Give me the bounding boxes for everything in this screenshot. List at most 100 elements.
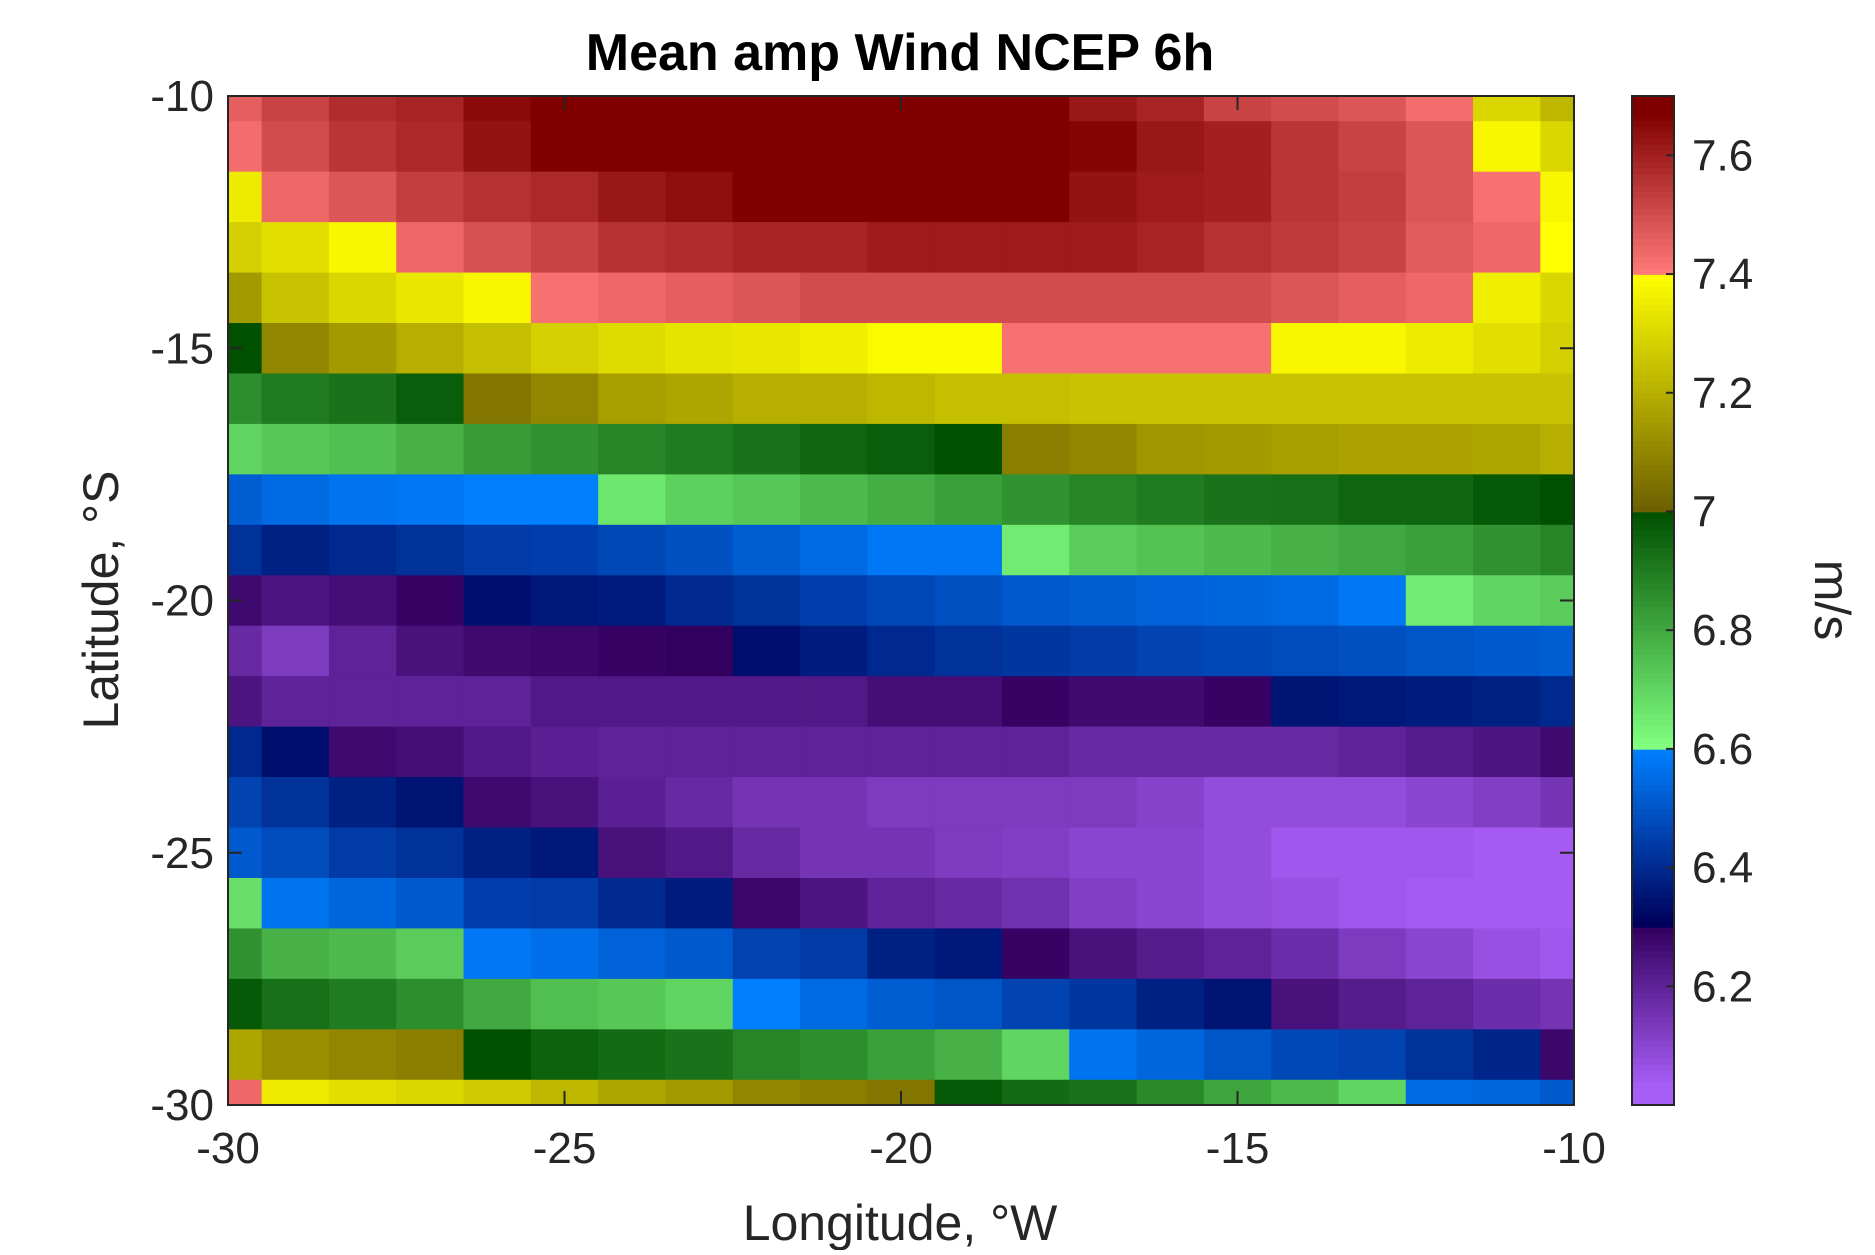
colorbar-segment xyxy=(1632,363,1674,370)
heatmap-cell xyxy=(732,575,801,627)
heatmap-cell xyxy=(1136,373,1205,425)
colorbar-segment xyxy=(1632,357,1674,364)
heatmap-cell xyxy=(463,625,532,677)
heatmap-cell xyxy=(1405,978,1474,1030)
heatmap-cell xyxy=(228,928,263,980)
heatmap-cell xyxy=(1136,524,1205,576)
colorbar-segment xyxy=(1632,274,1674,281)
colorbar-segment xyxy=(1632,481,1674,489)
heatmap-cell xyxy=(328,323,397,375)
heatmap-cell xyxy=(1473,171,1541,223)
heatmap-cell xyxy=(1271,777,1340,829)
heatmap-cell xyxy=(867,323,936,375)
colorbar xyxy=(1631,95,1675,1106)
heatmap-cell xyxy=(396,1079,465,1106)
colorbar-segment xyxy=(1632,238,1674,246)
colorbar-segment xyxy=(1632,244,1674,252)
heatmap-cell xyxy=(261,423,330,475)
heatmap-cell xyxy=(530,726,599,778)
heatmap-cell xyxy=(1338,96,1407,122)
heatmap-cell xyxy=(1203,474,1272,526)
colorbar-segment xyxy=(1632,190,1674,198)
heatmap-cell xyxy=(800,1029,868,1081)
colorbar-segment xyxy=(1632,149,1674,157)
colorbar-segment xyxy=(1632,760,1674,768)
heatmap-cell xyxy=(1405,373,1474,425)
heatmap-cell xyxy=(665,877,734,930)
heatmap-cell xyxy=(867,121,936,173)
heatmap-cell xyxy=(463,272,532,324)
heatmap-cell xyxy=(463,323,532,375)
heatmap-cell xyxy=(1203,423,1272,475)
heatmap-cell xyxy=(732,1079,801,1106)
colorbar-segment xyxy=(1632,642,1674,649)
heatmap-cell xyxy=(463,827,532,879)
colorbar-segment xyxy=(1632,855,1674,863)
colorbar-tick-label: 7.6 xyxy=(1692,131,1753,180)
heatmap-cell xyxy=(1271,726,1340,778)
heatmap-cell xyxy=(665,978,734,1030)
colorbar-segment xyxy=(1632,938,1674,946)
heatmap-cell xyxy=(530,373,599,425)
heatmap-cell xyxy=(598,1029,667,1081)
heatmap-cell xyxy=(1540,121,1575,173)
heatmap-cell xyxy=(800,575,868,627)
heatmap-cell xyxy=(530,625,599,677)
heatmap-cell xyxy=(665,777,734,829)
colorbar-segment xyxy=(1632,428,1674,436)
heatmap-cell xyxy=(732,272,801,324)
heatmap-cell xyxy=(1069,978,1138,1030)
heatmap-cell xyxy=(867,928,936,980)
heatmap-cell xyxy=(1405,877,1474,930)
heatmap-cell xyxy=(396,524,465,576)
heatmap-cell xyxy=(1540,726,1575,778)
heatmap-cell xyxy=(1203,524,1272,576)
colorbar-segment xyxy=(1632,416,1674,424)
colorbar-segment xyxy=(1632,523,1674,531)
heatmap-cell xyxy=(665,171,734,223)
x-axis-label: Longitude, °W xyxy=(743,1195,1058,1250)
heatmap-cell xyxy=(1338,423,1407,475)
heatmap-cell xyxy=(1136,323,1205,375)
heatmap-cell xyxy=(1271,877,1340,930)
heatmap-cell xyxy=(598,928,667,980)
y-tick-label: -10 xyxy=(150,72,214,121)
heatmap-cell xyxy=(1405,625,1474,677)
heatmap-cell xyxy=(1271,222,1340,274)
colorbar-segment xyxy=(1632,101,1674,109)
heatmap-cell xyxy=(598,978,667,1030)
heatmap-cell xyxy=(598,1079,667,1106)
colorbar-segment xyxy=(1632,137,1674,145)
heatmap-cell xyxy=(934,96,1003,122)
heatmap-cell xyxy=(1473,1079,1541,1106)
colorbar-segment xyxy=(1632,814,1674,821)
colorbar-segment xyxy=(1632,155,1674,163)
heatmap-cell xyxy=(1069,423,1138,475)
heatmap-cell xyxy=(665,625,734,677)
heatmap-cell xyxy=(1405,423,1474,475)
colorbar-segment xyxy=(1632,398,1674,406)
heatmap-cell xyxy=(665,423,734,475)
x-tick-label: -20 xyxy=(869,1124,933,1173)
heatmap-cell xyxy=(732,96,801,122)
heatmap-cell xyxy=(598,625,667,677)
heatmap-cell xyxy=(1001,474,1070,526)
heatmap-cell xyxy=(1136,777,1205,829)
heatmap-cell xyxy=(665,726,734,778)
heatmap-cell xyxy=(1271,676,1340,728)
colorbar-segment xyxy=(1632,707,1674,715)
heatmap-cell xyxy=(800,928,868,980)
heatmap-cell xyxy=(1001,323,1070,375)
colorbar-segment xyxy=(1632,725,1674,732)
colorbar-segment xyxy=(1632,909,1674,916)
heatmap-cell xyxy=(1136,1029,1205,1081)
colorbar-segment xyxy=(1632,873,1674,881)
colorbar-segment xyxy=(1632,885,1674,893)
heatmap-cell xyxy=(328,676,397,728)
heatmap-cell xyxy=(463,877,532,930)
heatmap-cell xyxy=(396,171,465,223)
heatmap-cell xyxy=(1001,676,1070,728)
heatmap-cell xyxy=(1540,928,1575,980)
heatmap-cell xyxy=(934,827,1003,879)
heatmap-cell xyxy=(1338,575,1407,627)
